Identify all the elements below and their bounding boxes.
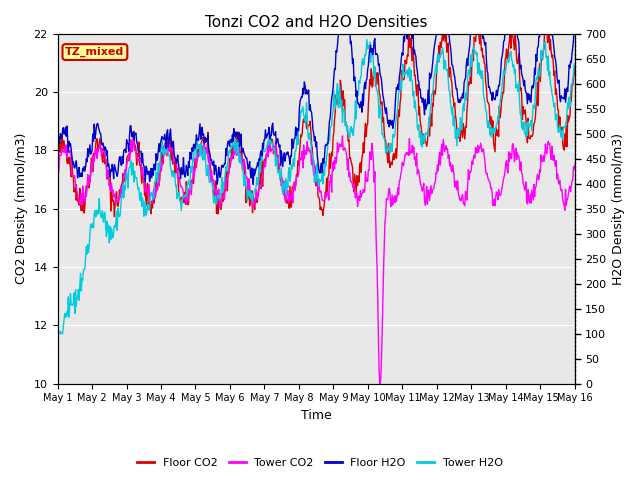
- Text: TZ_mixed: TZ_mixed: [65, 47, 125, 57]
- Legend: Floor CO2, Tower CO2, Floor H2O, Tower H2O: Floor CO2, Tower CO2, Floor H2O, Tower H…: [133, 453, 507, 472]
- X-axis label: Time: Time: [301, 409, 332, 422]
- Title: Tonzi CO2 and H2O Densities: Tonzi CO2 and H2O Densities: [205, 15, 428, 30]
- Y-axis label: CO2 Density (mmol/m3): CO2 Density (mmol/m3): [15, 133, 28, 285]
- Y-axis label: H2O Density (mmol/m3): H2O Density (mmol/m3): [612, 133, 625, 285]
